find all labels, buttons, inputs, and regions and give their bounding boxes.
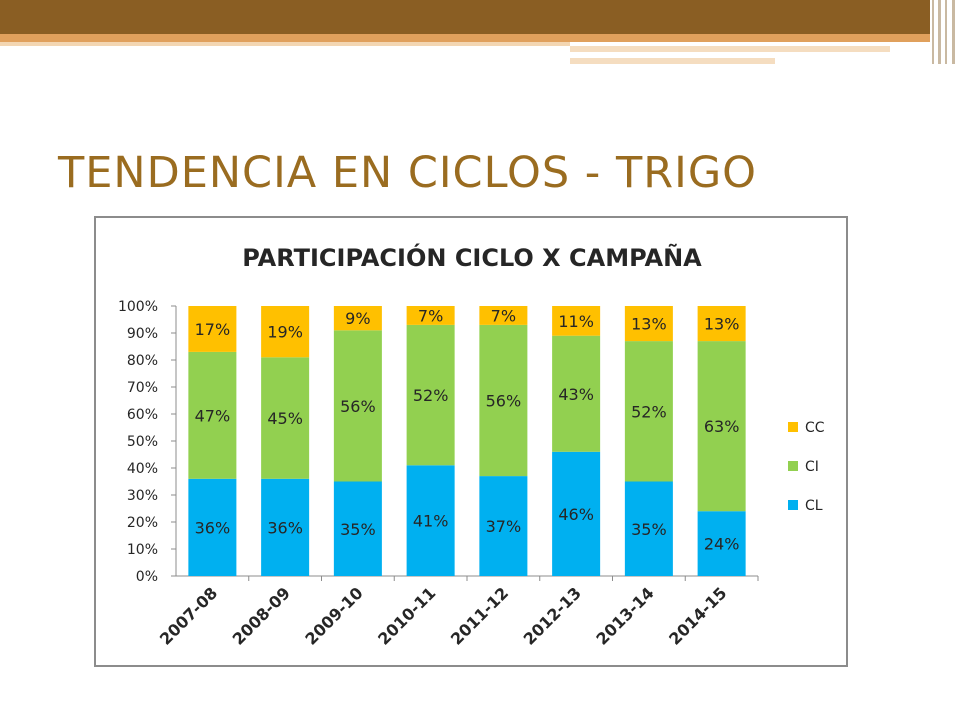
legend-swatch-cc (788, 422, 798, 432)
data-label-ci: 63% (704, 417, 740, 436)
bar-segment-cc (261, 306, 310, 358)
bar-segment-ci (406, 324, 455, 466)
bar-segment-cl (188, 478, 237, 576)
bar-segment-ci (697, 341, 746, 512)
x-category-label: 2007-08 (156, 583, 221, 648)
y-tick-label: 100% (118, 299, 158, 315)
slide-title: TENDENCIA EN CICLOS - TRIGO (58, 148, 757, 198)
legend-swatch-ci (788, 461, 798, 471)
bar-segment-cc (624, 306, 673, 342)
x-category-label: 2010-11 (374, 583, 439, 648)
legend-swatch-cl (788, 500, 798, 510)
y-tick-label: 50% (127, 434, 158, 450)
data-label-cl: 36% (195, 518, 231, 537)
top-decor-band (0, 0, 930, 34)
bar-segment-cc (552, 306, 601, 336)
top-decor-stripe-light (570, 58, 775, 64)
bar-segment-cl (261, 478, 310, 576)
legend-label-cc: CC (805, 420, 825, 436)
x-category-label: 2014-15 (665, 583, 730, 648)
y-tick-label: 90% (127, 326, 158, 342)
bar-segment-cl (406, 465, 455, 576)
data-label-cl: 35% (631, 520, 667, 539)
y-tick-label: 60% (127, 407, 158, 423)
x-category-label: 2009-10 (301, 583, 366, 648)
bar-segment-ci (261, 357, 310, 479)
data-label-cl: 24% (704, 535, 740, 554)
chart-title: PARTICIPACIÓN CICLO X CAMPAÑA (242, 242, 702, 272)
data-label-cc: 7% (491, 306, 516, 325)
bar-segment-ci (333, 330, 382, 482)
data-label-cl: 41% (413, 512, 449, 531)
bar-segment-ci (552, 335, 601, 452)
data-label-cl: 46% (558, 505, 594, 524)
bar-segment-cc (188, 306, 237, 352)
x-category-label: 2008-09 (229, 583, 294, 648)
x-category-label: 2012-13 (520, 583, 585, 648)
x-category-label: 2011-12 (447, 583, 512, 648)
bar-segment-cl (697, 511, 746, 576)
bar-segment-cl (333, 481, 382, 576)
y-tick-label: 20% (127, 515, 158, 531)
bar-segment-ci (188, 351, 237, 479)
bar-segment-cl (552, 451, 601, 576)
data-label-cc: 11% (558, 312, 594, 331)
data-label-ci: 52% (631, 402, 667, 421)
y-tick-label: 30% (127, 488, 158, 504)
top-decor-stripe-light (0, 42, 570, 46)
data-label-cc: 19% (267, 323, 303, 342)
stacked-bar-chart: PARTICIPACIÓN CICLO X CAMPAÑA 0% 10% 20% 30%… (118, 242, 825, 649)
bar-segment-cl (479, 476, 528, 576)
data-label-cl: 37% (486, 517, 522, 536)
x-category-label: 2013-14 (592, 583, 657, 648)
y-tick-label: 40% (127, 461, 158, 477)
top-decor-stripe-light (570, 46, 890, 52)
data-label-cl: 35% (340, 520, 376, 539)
bar-segment-cl (624, 481, 673, 576)
legend-label-cl: CL (805, 498, 823, 514)
data-label-ci: 56% (486, 392, 522, 411)
data-label-ci: 43% (558, 385, 594, 404)
data-label-cl: 36% (267, 518, 303, 537)
y-tick-label: 80% (127, 353, 158, 369)
bar-segment-cc (333, 306, 382, 331)
chart-frame: PARTICIPACIÓN CICLO X CAMPAÑA 0% 10% 20% 30%… (94, 216, 848, 667)
data-label-ci: 56% (340, 397, 376, 416)
bar-segment-ci (624, 341, 673, 482)
data-label-cc: 17% (195, 320, 231, 339)
data-label-cc: 13% (631, 315, 667, 334)
bar-segment-cc (697, 306, 746, 342)
bar-segment-cc (479, 306, 528, 325)
corner-decor-lines (930, 0, 960, 64)
bar-segment-cc (406, 306, 455, 325)
legend-label-ci: CI (805, 459, 819, 475)
data-label-ci: 52% (413, 386, 449, 405)
y-tick-label: 0% (136, 569, 158, 585)
data-label-cc: 9% (345, 309, 370, 328)
bar-segment-ci (479, 324, 528, 477)
data-label-cc: 13% (704, 315, 740, 334)
data-label-cc: 7% (418, 306, 443, 325)
data-label-ci: 47% (195, 406, 231, 425)
y-tick-label: 10% (127, 542, 158, 558)
data-label-ci: 45% (267, 409, 303, 428)
top-decor-stripe (0, 34, 930, 42)
y-tick-label: 70% (127, 380, 158, 396)
